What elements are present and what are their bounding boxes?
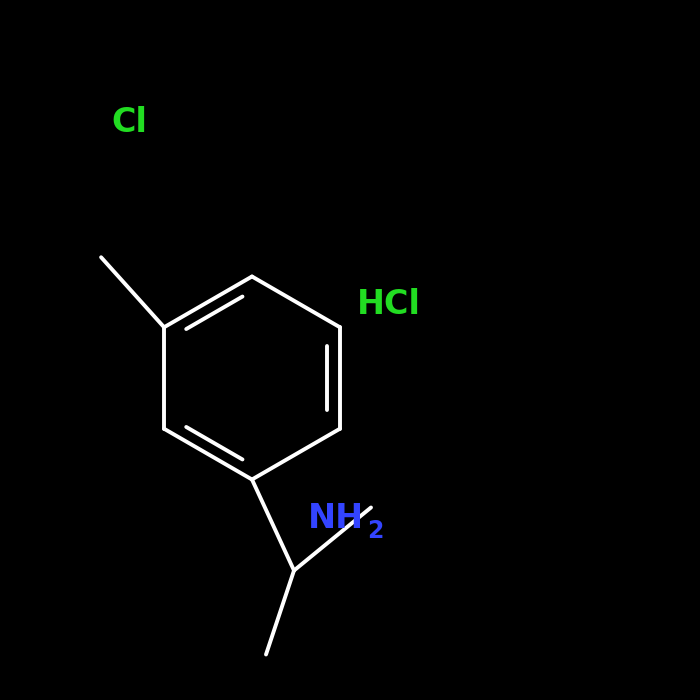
Text: HCl: HCl: [356, 288, 421, 321]
Text: 2: 2: [368, 519, 384, 543]
Text: Cl: Cl: [111, 106, 148, 139]
Text: NH: NH: [308, 501, 364, 535]
